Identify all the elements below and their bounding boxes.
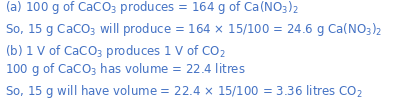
- Text: (b) 1 V of CaCO$_3$ produces 1 V of CO$_2$: (b) 1 V of CaCO$_3$ produces 1 V of CO$_…: [5, 43, 225, 60]
- Text: (a) 100 g of CaCO$_3$ produces = 164 g of Ca(NO$_3$)$_2$: (a) 100 g of CaCO$_3$ produces = 164 g o…: [5, 0, 298, 16]
- Text: 100 g of CaCO$_3$ has volume = 22.4 litres: 100 g of CaCO$_3$ has volume = 22.4 litr…: [5, 61, 245, 78]
- Text: So, 15 g will have volume = 22.4 × 15/100 = 3.36 litres CO$_2$: So, 15 g will have volume = 22.4 × 15/10…: [5, 83, 362, 100]
- Text: So, 15 g CaCO$_3$ will produce = 164 × 15/100 = 24.6 g Ca(NO$_3$)$_2$: So, 15 g CaCO$_3$ will produce = 164 × 1…: [5, 21, 381, 38]
